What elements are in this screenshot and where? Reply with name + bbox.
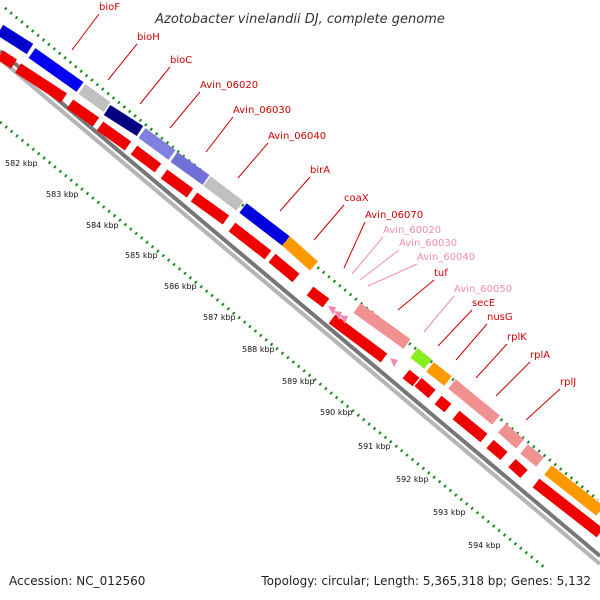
cds-arrow[interactable] [0, 50, 17, 69]
feature-bioH[interactable] [28, 48, 84, 92]
tick-label: 584 kbp [86, 221, 119, 230]
cds-arrow[interactable] [160, 169, 194, 198]
feature-rplJ[interactable] [544, 465, 600, 516]
leader-line [351, 236, 384, 275]
feature-avin-60040[interactable] [340, 315, 348, 324]
small-features [328, 306, 398, 367]
leader-line [367, 263, 418, 287]
feature-track-forward [0, 24, 600, 516]
feature-bioF[interactable] [0, 24, 34, 55]
cds-arrow[interactable] [306, 286, 330, 308]
gene-label[interactable]: Avin_60020 [383, 225, 441, 236]
tick-label: 590 kbp [320, 408, 353, 417]
cds-arrow[interactable] [328, 314, 388, 363]
leader-line [205, 116, 234, 153]
leader-line [139, 66, 171, 105]
feature-avin-60030[interactable] [334, 311, 342, 320]
gene-label[interactable]: rplK [507, 332, 527, 343]
feature-secE[interactable] [426, 362, 452, 386]
feature-pink-arrow[interactable] [390, 358, 398, 367]
cds-arrow[interactable] [532, 478, 600, 538]
cds-arrow[interactable] [268, 253, 300, 283]
leader-line [313, 204, 345, 241]
gene-label[interactable]: Avin_60030 [399, 238, 457, 249]
leader-line [495, 361, 531, 397]
cds-arrow[interactable] [452, 410, 488, 443]
tick-label: 589 kbp [282, 377, 315, 386]
gene-label[interactable]: rplJ [560, 377, 576, 388]
feature-birA[interactable] [239, 203, 290, 246]
leader-line [107, 43, 138, 81]
feature-bioC[interactable] [78, 84, 111, 112]
gene-label[interactable]: Avin_06040 [268, 131, 326, 142]
leader-line [525, 388, 561, 421]
tick-label: 591 kbp [358, 442, 391, 451]
backbone [0, 49, 600, 566]
tick-label: 588 kbp [242, 345, 275, 354]
gene-label[interactable]: Avin_60040 [417, 252, 475, 263]
gene-labels: bioF bioH bioC Avin_06020 Avin_06030 Avin_060… [71, 2, 576, 421]
leader-line [237, 142, 269, 179]
feature-avin-06040[interactable] [170, 152, 210, 185]
cds-arrow[interactable] [228, 222, 272, 260]
gene-label[interactable]: nusG [487, 312, 513, 323]
gene-label[interactable]: Avin_60050 [454, 284, 512, 295]
gene-label[interactable]: bioF [99, 2, 120, 13]
tick-label: 587 kbp [203, 313, 236, 322]
cds-track [0, 50, 600, 538]
tick-label: 586 kbp [164, 282, 197, 291]
gene-label[interactable]: bioC [170, 55, 192, 66]
gene-label[interactable]: Avin_06030 [233, 105, 291, 116]
feature-avin-06030[interactable] [138, 128, 176, 160]
gene-label[interactable]: birA [310, 165, 330, 176]
leader-line [359, 249, 400, 281]
feature-avin-60050[interactable] [410, 348, 432, 369]
leader-line [455, 323, 488, 361]
tick-label: 582 kbp [5, 159, 38, 168]
cds-arrow[interactable] [96, 121, 132, 151]
feature-avin-60020[interactable] [328, 306, 336, 315]
feature-gray-1[interactable] [203, 176, 244, 211]
map-title: Azotobacter vinelandii DJ, complete geno… [154, 12, 445, 27]
leader-line [437, 309, 473, 347]
cds-arrow[interactable] [130, 145, 162, 173]
leader-line [397, 279, 435, 311]
leader-line [423, 295, 455, 333]
cds-arrow[interactable] [414, 377, 436, 399]
gene-label[interactable]: Avin_06070 [365, 210, 423, 221]
feature-coaX[interactable] [282, 236, 318, 271]
feature-nusG[interactable] [448, 379, 500, 425]
gene-label[interactable]: bioH [137, 32, 160, 43]
cds-arrow[interactable] [402, 369, 420, 387]
feature-rplA[interactable] [520, 444, 544, 467]
cds-arrow[interactable] [14, 63, 68, 103]
tick-label: 593 kbp [433, 508, 466, 517]
feature-avin-06020[interactable] [103, 104, 144, 137]
cds-arrow[interactable] [434, 395, 452, 413]
cds-arrow[interactable] [190, 192, 230, 225]
feature-rplK[interactable] [498, 423, 524, 449]
cds-arrow[interactable] [66, 99, 100, 127]
gene-label[interactable]: secE [472, 298, 495, 309]
gene-label[interactable]: Avin_06020 [200, 80, 258, 91]
topology-text: Topology: circular; Length: 5,365,318 bp… [260, 574, 591, 588]
gene-label[interactable]: tuf [434, 268, 448, 279]
gene-label[interactable]: coaX [344, 193, 369, 204]
leader-line [169, 91, 201, 129]
tick-label: 585 kbp [125, 251, 158, 260]
feature-tuf[interactable] [353, 303, 411, 349]
leader-line [475, 343, 508, 379]
leader-line [71, 13, 100, 51]
tick-label: 583 kbp [46, 190, 79, 199]
leader-line [343, 221, 366, 269]
tick-label: 592 kbp [396, 475, 429, 484]
cds-arrow[interactable] [486, 439, 508, 461]
ruler-tick-labels: 582 kbp 583 kbp 584 kbp 585 kbp 586 kbp 587 k… [5, 159, 501, 550]
accession-text: Accession: NC_012560 [9, 574, 145, 588]
tick-label: 594 kbp [468, 541, 501, 550]
leader-line [279, 176, 311, 212]
gene-label[interactable]: rplA [530, 350, 550, 361]
cds-arrow[interactable] [508, 458, 528, 479]
